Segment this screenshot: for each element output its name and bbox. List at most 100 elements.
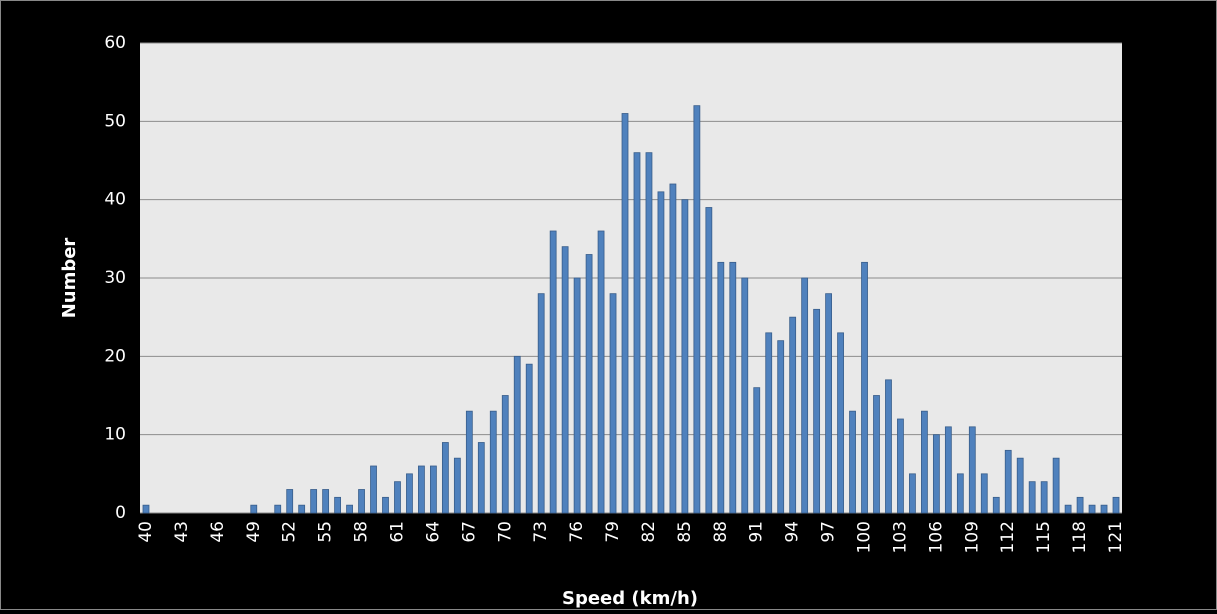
bar — [609, 293, 617, 514]
bar — [968, 426, 976, 514]
bar — [585, 254, 593, 514]
y-tick-label: 60 — [104, 33, 126, 53]
x-tick-label: 100 — [855, 521, 875, 553]
bar — [1040, 481, 1048, 514]
y-tick-label: 20 — [104, 346, 126, 366]
x-tick-label: 67 — [459, 521, 479, 543]
bar — [801, 277, 809, 514]
x-tick-label: 109 — [962, 521, 982, 553]
bar — [897, 418, 904, 514]
bar — [909, 473, 916, 514]
bar — [765, 332, 773, 514]
bar — [549, 230, 557, 514]
bar — [992, 496, 1000, 514]
bar — [453, 457, 461, 514]
bar — [250, 504, 258, 514]
bar — [489, 410, 497, 514]
bar — [1076, 496, 1084, 514]
bar — [310, 489, 318, 514]
bar — [1064, 504, 1072, 514]
bar — [861, 261, 868, 514]
bar — [573, 277, 581, 514]
bar — [729, 261, 737, 514]
bar — [717, 261, 725, 514]
x-tick-label: 106 — [926, 521, 946, 553]
x-tick-label: 61 — [387, 521, 407, 543]
x-tick-label: 40 — [136, 521, 156, 543]
bar — [298, 504, 306, 514]
bar — [1112, 496, 1120, 514]
x-tick-label: 55 — [316, 521, 336, 543]
bar — [346, 504, 353, 514]
bar — [441, 442, 449, 514]
bar — [825, 293, 832, 514]
bar — [849, 410, 856, 514]
bar — [142, 504, 150, 514]
bar — [537, 293, 545, 514]
y-tick-label: 0 — [115, 503, 126, 523]
bar — [1100, 504, 1108, 514]
bar — [334, 496, 341, 514]
x-tick-label: 52 — [280, 521, 300, 543]
bar — [394, 481, 401, 514]
bar — [525, 363, 533, 514]
bar — [956, 473, 964, 514]
bar — [633, 152, 641, 514]
x-tick-label: 70 — [495, 521, 515, 543]
bar — [418, 465, 425, 514]
bar — [406, 473, 413, 514]
bar — [1028, 481, 1036, 514]
x-tick-label: 112 — [998, 521, 1018, 553]
x-tick-label: 73 — [531, 521, 551, 543]
bar — [597, 230, 605, 514]
x-tick-label: 64 — [423, 521, 443, 543]
bar — [777, 340, 785, 514]
bar — [501, 395, 509, 514]
x-tick-label: 79 — [603, 521, 623, 543]
bar — [657, 191, 665, 514]
bar — [873, 395, 880, 514]
bar — [932, 434, 940, 514]
bar — [693, 105, 701, 514]
y-tick-label: 10 — [104, 425, 126, 445]
x-tick-label: 94 — [783, 521, 803, 543]
x-tick-label: 76 — [567, 521, 587, 543]
bar — [669, 183, 677, 514]
bar — [382, 496, 389, 514]
x-tick-label: 46 — [208, 521, 228, 543]
bar — [465, 410, 473, 514]
bar — [944, 426, 952, 514]
x-tick-label: 115 — [1034, 521, 1054, 553]
x-tick-label: 49 — [244, 521, 264, 543]
bar — [430, 465, 437, 514]
bar — [789, 316, 797, 514]
x-tick-label: 88 — [711, 521, 731, 543]
x-tick-label: 82 — [639, 521, 659, 543]
bar — [980, 473, 988, 514]
bar — [358, 489, 365, 514]
x-tick-label: 85 — [675, 521, 695, 543]
y-tick-label: 40 — [104, 190, 126, 210]
bar — [621, 113, 629, 514]
bar — [753, 387, 761, 514]
bar — [1004, 449, 1012, 514]
bar — [921, 410, 928, 514]
x-tick-label: 97 — [819, 521, 839, 543]
bar — [1016, 457, 1024, 514]
bar — [741, 277, 749, 514]
bar — [274, 504, 282, 514]
bar — [513, 355, 521, 514]
x-tick-label: 118 — [1070, 521, 1090, 553]
x-tick-label: 43 — [172, 521, 192, 543]
bar — [322, 489, 330, 514]
bar — [813, 308, 821, 514]
x-tick-label: 121 — [1106, 521, 1126, 553]
y-tick-label: 30 — [104, 268, 126, 288]
bar — [645, 152, 653, 514]
x-tick-label: 103 — [890, 521, 910, 553]
bar — [370, 465, 377, 514]
bar — [1052, 457, 1060, 514]
bar — [681, 199, 689, 514]
bar — [885, 379, 892, 514]
